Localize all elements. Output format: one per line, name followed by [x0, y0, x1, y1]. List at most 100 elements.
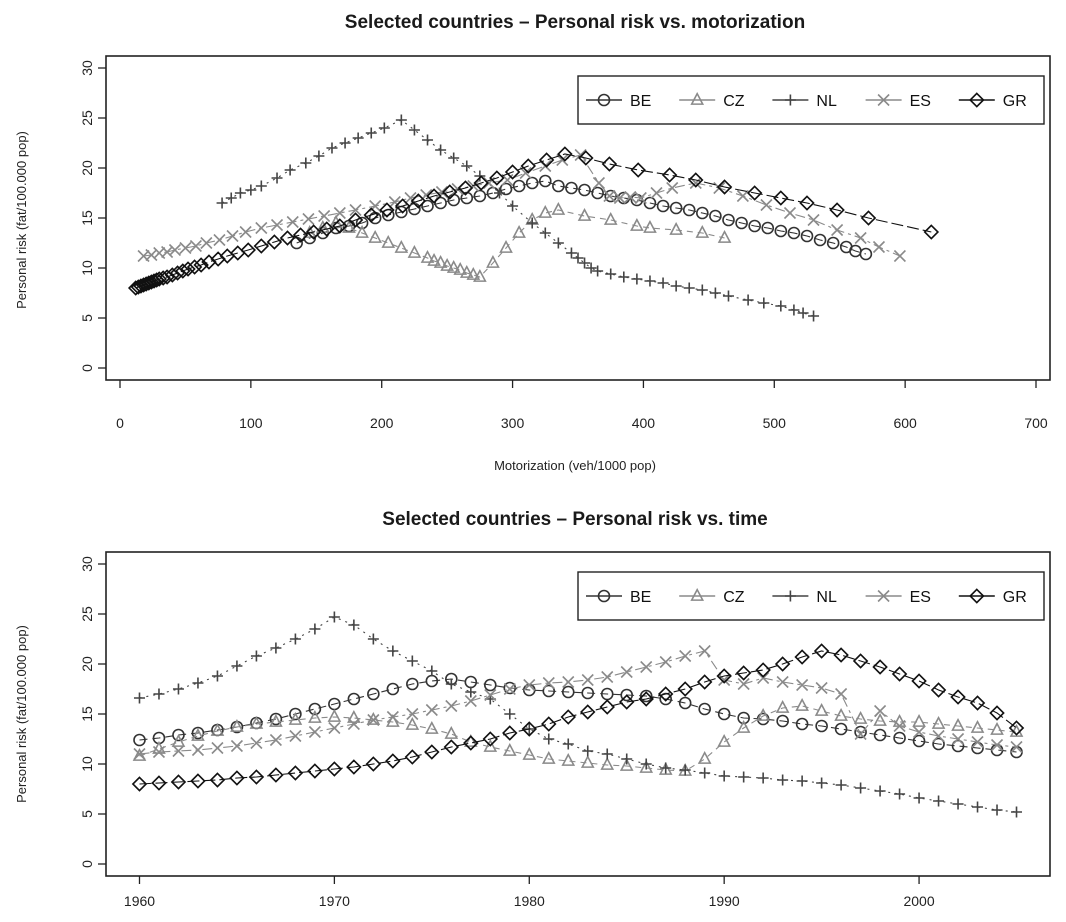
data-point — [933, 795, 945, 807]
data-point — [639, 759, 654, 773]
data-point — [709, 209, 722, 223]
data-point — [170, 774, 187, 790]
data-point — [318, 209, 331, 223]
data-point — [245, 184, 257, 196]
data-point — [859, 247, 873, 261]
data-point — [574, 148, 587, 162]
data-point — [226, 229, 239, 243]
data-point — [620, 688, 634, 702]
y-tick-label: 25 — [79, 110, 95, 126]
data-point — [426, 665, 438, 677]
data-point — [191, 726, 205, 740]
data-point — [650, 186, 663, 200]
data-point — [466, 266, 481, 280]
data-point — [894, 788, 906, 800]
data-point — [255, 221, 268, 235]
data-point — [210, 722, 225, 736]
data-point — [874, 704, 887, 718]
data-point — [300, 157, 312, 169]
series-line — [139, 650, 1017, 755]
data-point — [268, 767, 284, 783]
data-point — [931, 715, 946, 729]
data-point — [240, 242, 256, 258]
data-point — [695, 224, 710, 238]
data-point — [484, 688, 497, 702]
data-point — [621, 753, 633, 765]
data-point — [445, 699, 458, 713]
data-point — [347, 709, 361, 723]
data-point — [757, 671, 770, 685]
data-point — [923, 224, 940, 240]
data-point — [378, 122, 390, 134]
data-point — [776, 714, 789, 728]
data-point — [145, 248, 158, 262]
data-point — [180, 261, 196, 277]
data-point — [379, 202, 395, 218]
data-point — [526, 217, 538, 229]
data-point — [950, 689, 966, 705]
data-point — [255, 180, 267, 192]
data-point — [605, 268, 617, 280]
data-point — [130, 279, 147, 295]
legend-label: GR — [1003, 93, 1027, 110]
data-point — [444, 725, 459, 739]
data-point — [852, 653, 869, 669]
data-point — [737, 711, 750, 725]
data-point — [229, 770, 245, 786]
data-point — [835, 779, 847, 791]
data-point — [562, 738, 574, 750]
data-point — [190, 773, 206, 789]
data-point — [991, 804, 1003, 816]
data-point — [577, 207, 592, 221]
data-point — [659, 655, 672, 669]
data-point — [717, 229, 732, 243]
data-point — [891, 666, 908, 682]
y-tick-label: 5 — [79, 810, 95, 818]
data-point — [465, 686, 477, 698]
data-point — [239, 225, 252, 239]
data-point — [776, 675, 789, 689]
data-point — [131, 776, 148, 792]
data-point — [872, 240, 886, 254]
data-point — [270, 218, 284, 232]
data-point — [512, 179, 526, 193]
data-point — [473, 268, 487, 282]
data-point — [826, 236, 840, 250]
data-point — [186, 259, 203, 275]
y-tick-label: 5 — [79, 314, 95, 322]
data-point — [424, 744, 440, 760]
data-point — [757, 772, 769, 784]
data-point — [269, 712, 283, 726]
data-point — [814, 702, 829, 716]
data-point — [813, 643, 830, 659]
data-point — [288, 711, 303, 725]
y-tick-label: 20 — [79, 160, 95, 176]
data-point — [326, 142, 338, 154]
data-point — [688, 172, 704, 188]
data-point — [270, 642, 282, 654]
data-point — [127, 280, 144, 296]
data-point — [746, 185, 763, 201]
y-axis-label: Personal risk (fat/100.000 pop) — [14, 131, 29, 309]
data-point — [698, 644, 711, 658]
data-point — [618, 271, 630, 283]
data-point — [141, 275, 157, 291]
data-point — [486, 254, 500, 268]
series-nl — [216, 114, 820, 322]
data-point — [797, 307, 809, 319]
data-point — [422, 134, 434, 146]
data-point — [834, 722, 848, 736]
data-point — [542, 684, 556, 698]
data-point — [696, 674, 713, 690]
data-point — [171, 733, 186, 747]
data-point — [853, 710, 868, 724]
data-point — [172, 728, 185, 742]
data-point — [367, 633, 379, 645]
data-point — [349, 203, 362, 217]
chart-time: Selected countries – Personal risk vs. t… — [14, 509, 1051, 909]
data-point — [951, 717, 965, 731]
series-cz — [302, 201, 732, 282]
data-point — [133, 692, 145, 704]
data-point — [932, 729, 945, 743]
y-tick-label: 15 — [79, 210, 95, 226]
